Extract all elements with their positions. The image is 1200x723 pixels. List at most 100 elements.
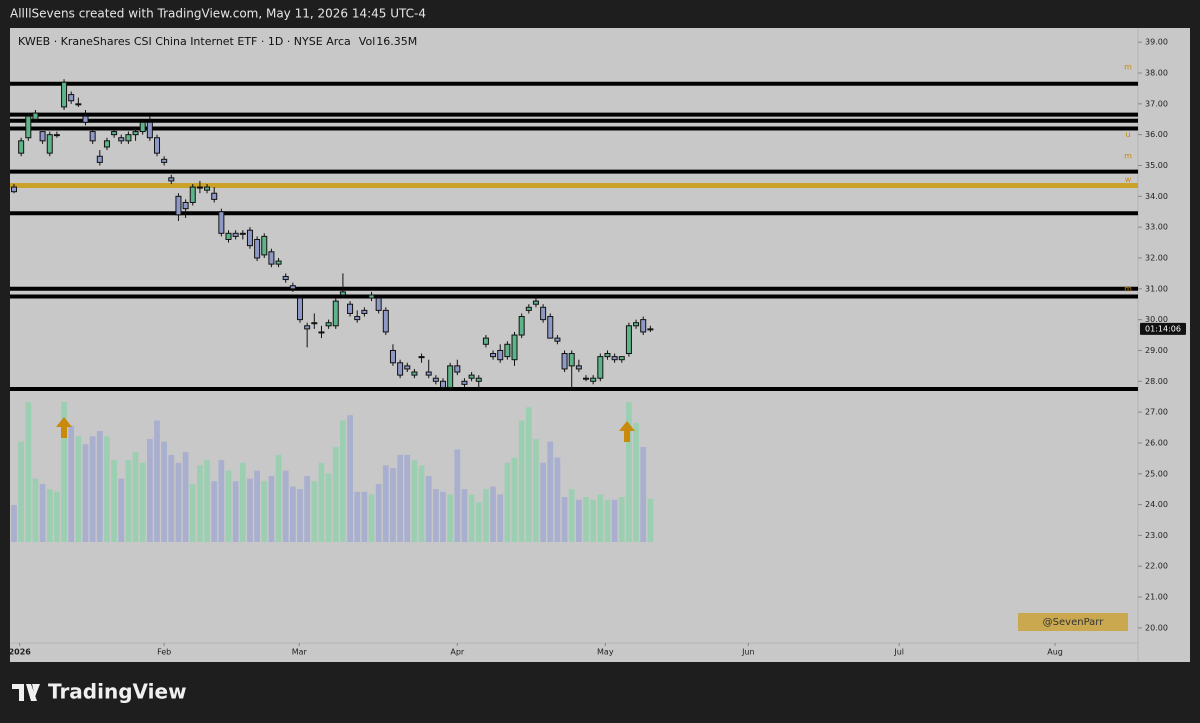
volume-bar [568,489,575,542]
volume-bar [218,460,225,542]
candle-body [154,137,161,154]
volume-bar [96,431,103,542]
candle-body [89,131,96,142]
y-tick-label: 37.00 [1145,99,1168,108]
candle-body [132,131,139,136]
volume-bar [168,454,175,542]
y-tick-label: 33.00 [1145,223,1168,232]
level-tag: m [1124,62,1132,71]
volume-bar [347,415,353,542]
candle-body [39,131,46,142]
volume-bar [518,420,525,542]
volume-bar [132,452,139,542]
candle-body [597,356,604,379]
volume-bar [375,483,382,542]
candle-body [647,328,654,331]
y-tick-label: 35.00 [1145,161,1168,170]
volume-bar [468,494,475,542]
volume-bar [540,462,546,542]
candle-body [561,353,568,370]
y-tick-label: 38.00 [1145,69,1168,78]
candle-body [75,103,82,106]
arrow-up [56,417,72,438]
candle-body [482,337,489,345]
candle-body [318,331,325,334]
volume-bar [618,497,625,542]
candle-body [625,325,632,355]
y-tick-label: 22.00 [1145,562,1168,571]
logo-mark [12,684,40,701]
volume-bar [25,402,32,542]
y-tick-label: 30.00 [1145,315,1168,324]
volume-bar [46,489,53,542]
candle-body [168,177,175,182]
volume-bar [225,470,232,542]
candle-body [375,297,382,311]
y-tick-label: 27.00 [1145,408,1168,417]
candle-body [225,232,232,240]
candle-body [125,134,132,142]
candle-body [361,309,368,314]
volume-bar [311,481,318,542]
candle-body [547,316,554,339]
price-tag-box [1140,322,1186,335]
y-tick-label: 25.00 [1145,469,1168,478]
volume-bar [576,499,582,542]
volume-bar [626,402,632,542]
volume-bar [418,465,425,542]
volume-bar [39,483,46,542]
candle-body [254,238,261,259]
volume-bar [75,436,82,542]
volume-bar [297,489,303,542]
volume-bar [68,425,75,542]
y-tick-label: 31.00 [1145,284,1168,293]
candle-body [246,229,253,247]
candle-body [61,81,68,108]
price-tag: 01:14:06 [1145,324,1181,333]
volume-bar [604,499,611,542]
candle-body [139,121,146,133]
candle-body [604,353,611,358]
volume-bar [361,491,368,542]
y-tick-label: 26.00 [1145,438,1168,447]
volume-bar [490,486,496,542]
volume-bar [433,489,439,542]
candle-body [196,186,203,189]
candle-body [182,201,189,210]
volume-bar [232,481,239,542]
candle-body [382,309,389,333]
chart-area [10,28,1190,662]
candle-body [454,365,461,373]
y-tick-label: 28.00 [1145,377,1168,386]
candle-body [161,158,168,163]
candle-body [504,343,511,358]
volume-bar [633,423,639,542]
watermark-box [1018,613,1128,631]
candle-body [18,140,25,154]
candle-body [304,325,311,330]
brand-logo [12,684,40,701]
volume-bar [18,441,25,542]
volume-bar [146,438,153,542]
y-tick-label: 29.00 [1145,346,1168,355]
candle-body [275,260,282,265]
volume-bar [32,478,39,542]
candle-body [397,362,404,376]
candle-body [633,322,640,327]
candle-body [261,235,268,256]
volume-bar [454,449,461,542]
watermark: @SevenParr [1043,617,1105,628]
candle-body [204,186,211,191]
volume-bar [597,494,604,542]
y-tick-label: 32.00 [1145,253,1168,262]
volume-bar [54,491,60,542]
candle-body [311,322,318,325]
candle-body [440,380,447,388]
candle-body [368,294,375,299]
candle-body [554,337,561,342]
volume-bar [397,454,403,542]
candle-body [583,377,590,380]
volume-bar [211,481,218,542]
candle-body [268,251,275,265]
volume-bar [404,454,411,542]
